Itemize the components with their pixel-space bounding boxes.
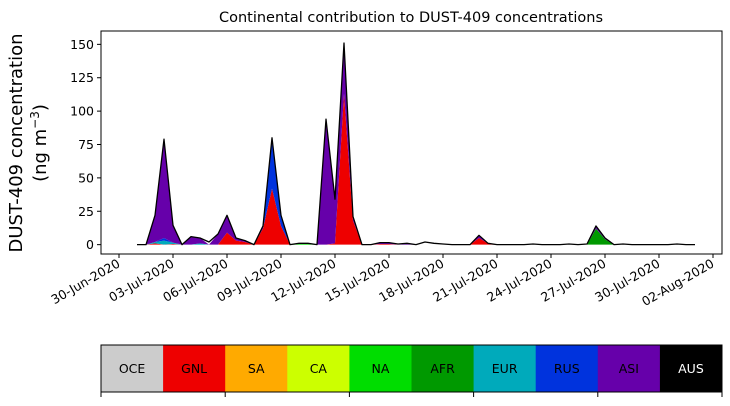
area-gnl: [137, 93, 695, 245]
y-axis-label-prefix: (ng m: [30, 129, 51, 182]
legend-swatch-aus: [659, 345, 723, 392]
legend-swatch-na: [349, 345, 412, 392]
y-tick-label: 150: [70, 37, 94, 52]
stacked-areas: [137, 43, 695, 245]
y-axis-label-line2: (ng m−3): [28, 104, 51, 182]
y-axis-label: DUST-409 concentration (ng m−3): [6, 33, 51, 252]
legend-label-aus: AUS: [678, 361, 704, 376]
area-afr: [137, 93, 695, 245]
x-ticks: 30-Jun-202003-Jul-202006-Jul-202009-Jul-…: [48, 254, 717, 309]
legend-swatch-gnl: [163, 345, 226, 392]
chart-title: Continental contribution to DUST-409 con…: [219, 10, 603, 26]
legend-label-sa: SA: [248, 361, 265, 376]
legend-swatch-ca: [287, 345, 350, 392]
legend-label-na: NA: [371, 361, 389, 376]
area-asi: [137, 43, 695, 245]
legend-label-oce: OCE: [119, 361, 146, 376]
legend-swatch-sa: [225, 345, 288, 392]
plot-frame: [100, 30, 723, 255]
region-colorbar: OCE GNL SA CA NA AFR EUR RUS ASI AUS: [100, 344, 723, 397]
y-tick-label: 100: [70, 104, 94, 119]
y-tick-label: 75: [78, 137, 94, 152]
legend-swatch-oce: [101, 345, 164, 392]
total-outline: [137, 42, 695, 246]
legend-label-rus: RUS: [554, 361, 580, 376]
legend-swatch-asi: [597, 345, 661, 392]
legend-label-eur: EUR: [492, 361, 518, 376]
y-tick-label: 50: [78, 170, 94, 185]
y-ticks: 0 25 50 75 100 125 150: [70, 37, 101, 252]
legend-swatch-eur: [473, 345, 537, 392]
y-tick-label: 125: [70, 70, 94, 85]
y-tick-label: 25: [78, 204, 94, 219]
legend-label-ca: CA: [310, 361, 328, 376]
area-na: [137, 93, 695, 245]
legend-label-asi: ASI: [619, 361, 639, 376]
legend-label-afr: AFR: [430, 361, 455, 376]
area-eur: [137, 93, 695, 245]
legend-label-gnl: GNL: [181, 361, 207, 376]
y-tick-label: 0: [86, 237, 94, 252]
legend-swatch-rus: [535, 345, 599, 392]
y-axis-label-suffix: ): [30, 104, 51, 111]
legend-swatch-afr: [411, 345, 475, 392]
legend-frame: [100, 344, 723, 393]
area-rus: [137, 93, 695, 245]
y-axis-label-exponent: −3: [28, 111, 42, 129]
y-axis-label-line1: DUST-409 concentration: [6, 33, 27, 252]
